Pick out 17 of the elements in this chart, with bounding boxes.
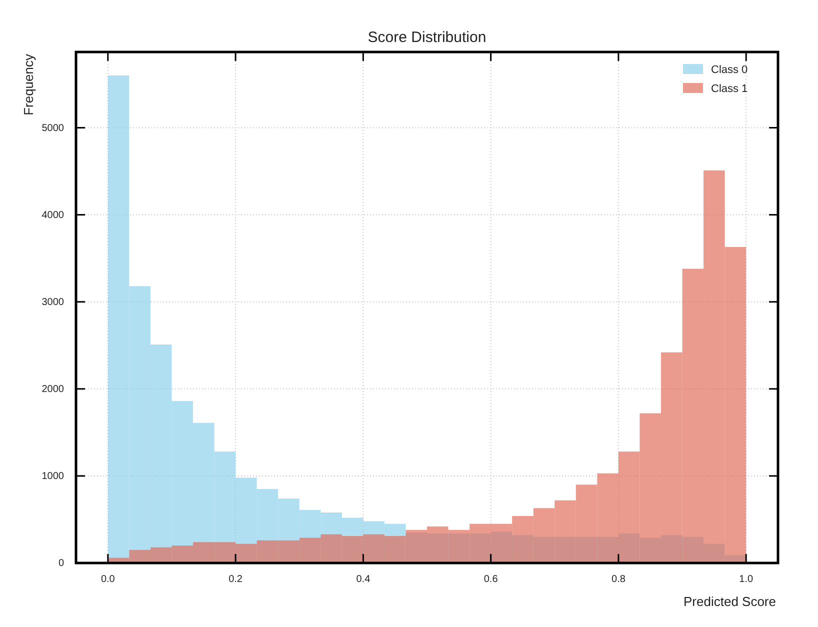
x-tick-label: 0.2 — [228, 574, 243, 586]
x-axis-title: Predicted Score — [684, 594, 776, 609]
y-tick-label: 5000 — [42, 122, 64, 134]
y-tick-label: 4000 — [42, 210, 64, 221]
chart-title: Score Distribution — [368, 29, 486, 46]
x-tick-label: 0.6 — [484, 574, 498, 586]
x-tick-label: 1.0 — [739, 574, 754, 586]
y-axis-title: Frequency — [21, 54, 36, 116]
y-tick-label: 0 — [58, 558, 64, 570]
y-tick-label: 3000 — [42, 297, 64, 308]
legend-label: Class 0 — [711, 64, 748, 76]
x-tick-label: 0.0 — [100, 574, 116, 586]
y-tick-label: 1000 — [42, 471, 64, 482]
x-tick-label: 0.8 — [612, 574, 626, 586]
x-tick-label: 0.4 — [356, 574, 371, 586]
y-tick-label: 2000 — [42, 384, 64, 396]
legend-label: Class 1 — [711, 83, 748, 95]
